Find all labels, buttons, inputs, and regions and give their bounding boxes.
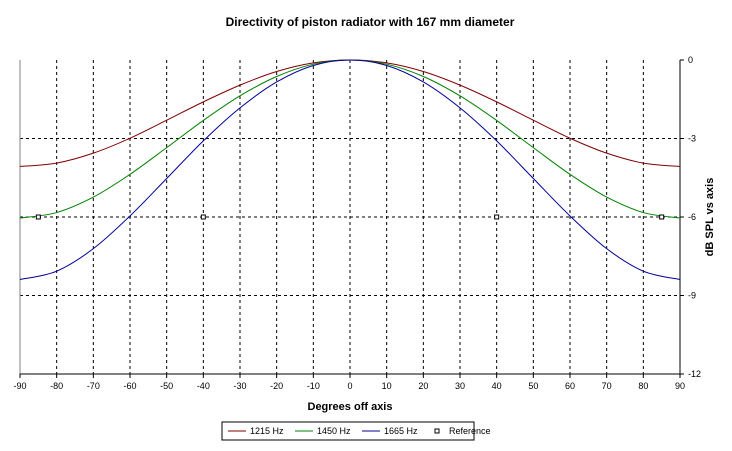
x-tick-label: 80 xyxy=(638,381,648,391)
x-tick-label: 90 xyxy=(675,381,685,391)
x-tick-label: 60 xyxy=(565,381,575,391)
x-tick-label: 0 xyxy=(347,381,352,391)
reference-point xyxy=(659,214,665,220)
x-tick-label: 30 xyxy=(455,381,465,391)
y-tick-label: 0 xyxy=(688,55,693,65)
reference-point xyxy=(35,214,41,220)
legend-reference-marker xyxy=(434,428,440,434)
x-tick-label: 10 xyxy=(382,381,392,391)
x-tick-label: -50 xyxy=(160,381,173,391)
legend-label: Reference xyxy=(449,426,491,436)
y-tick-label: -9 xyxy=(688,291,696,301)
y-tick-label: -3 xyxy=(688,134,696,144)
x-tick-label: -60 xyxy=(123,381,136,391)
series-group xyxy=(19,59,681,281)
x-tick-label: -70 xyxy=(87,381,100,391)
chart-title: Directivity of piston radiator with 167 … xyxy=(226,15,515,29)
x-tick-label: -10 xyxy=(307,381,320,391)
legend-label: 1450 Hz xyxy=(317,426,351,436)
axes: -90 -80 -70 -60 -50 -40 -30 -20 -10 0 10 20 30 40 50 60… xyxy=(13,55,701,391)
y-tick-label: -6 xyxy=(688,212,696,222)
legend: 1215 Hz 1450 Hz 1665 Hz Reference xyxy=(221,421,491,441)
x-tick-label: 20 xyxy=(418,381,428,391)
x-axis-label: Degrees off axis xyxy=(308,401,393,413)
x-tick-label: 40 xyxy=(492,381,502,391)
x-tick-label: -20 xyxy=(270,381,283,391)
reference-point xyxy=(200,214,206,220)
x-tick-label: -80 xyxy=(50,381,63,391)
y-axis-label: dB SPL vs axis xyxy=(704,178,716,257)
x-tick-label: -30 xyxy=(233,381,246,391)
x-tick-label: -40 xyxy=(197,381,210,391)
x-tick-label: 50 xyxy=(528,381,538,391)
grid xyxy=(20,60,680,374)
x-tick-label: -90 xyxy=(13,381,26,391)
y-tick-label: -12 xyxy=(688,369,701,379)
series-line-1665-hz xyxy=(19,59,681,281)
legend-label: 1215 Hz xyxy=(250,426,284,436)
reference-point xyxy=(494,214,500,220)
x-tick-label: 70 xyxy=(602,381,612,391)
legend-label: 1665 Hz xyxy=(384,426,418,436)
